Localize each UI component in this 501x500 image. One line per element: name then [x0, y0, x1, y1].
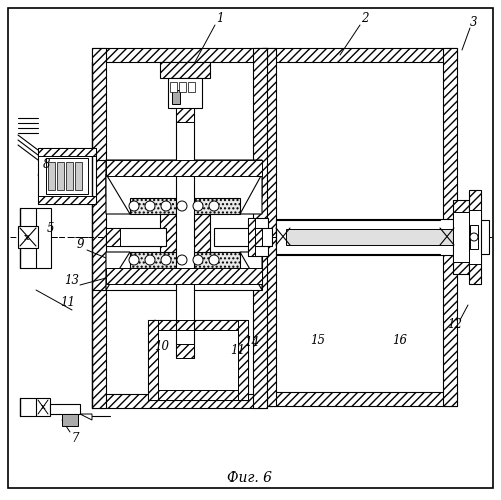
- Bar: [176, 108, 194, 122]
- Bar: [92, 48, 267, 62]
- Bar: [176, 344, 194, 358]
- Bar: [92, 48, 106, 408]
- Text: x: x: [24, 232, 30, 241]
- Bar: [469, 190, 481, 284]
- Bar: [48, 162, 55, 190]
- Bar: [130, 198, 240, 214]
- Circle shape: [193, 201, 203, 211]
- Text: 8: 8: [43, 158, 51, 172]
- Polygon shape: [80, 414, 92, 420]
- Bar: [106, 160, 262, 176]
- Text: 15: 15: [311, 334, 326, 346]
- Circle shape: [177, 255, 187, 265]
- Bar: [286, 229, 457, 245]
- Bar: [179, 82, 186, 92]
- Bar: [276, 62, 443, 392]
- Circle shape: [209, 255, 219, 265]
- Text: 11: 11: [61, 296, 76, 310]
- Bar: [50, 404, 80, 414]
- Text: Фиг. 6: Фиг. 6: [227, 471, 273, 485]
- Bar: [62, 414, 78, 426]
- Text: 3: 3: [470, 16, 478, 28]
- Bar: [158, 330, 238, 390]
- Text: 11: 11: [230, 344, 245, 356]
- Bar: [160, 214, 210, 252]
- Text: 16: 16: [392, 334, 407, 346]
- Circle shape: [145, 255, 155, 265]
- Bar: [248, 218, 255, 256]
- Text: 7: 7: [71, 432, 79, 444]
- Bar: [253, 48, 267, 408]
- Bar: [130, 252, 240, 268]
- Bar: [238, 320, 248, 400]
- Circle shape: [161, 255, 171, 265]
- Bar: [453, 200, 469, 274]
- Bar: [453, 212, 469, 262]
- Text: 12: 12: [447, 318, 462, 332]
- Bar: [92, 394, 267, 408]
- Bar: [148, 390, 248, 400]
- Text: 13: 13: [65, 274, 80, 286]
- Bar: [470, 225, 478, 249]
- Text: 5: 5: [46, 222, 54, 234]
- Polygon shape: [240, 252, 262, 290]
- Bar: [66, 162, 73, 190]
- Bar: [262, 48, 457, 62]
- Circle shape: [177, 201, 187, 211]
- Text: 1: 1: [216, 12, 224, 24]
- Bar: [160, 62, 210, 78]
- Bar: [106, 62, 253, 394]
- Bar: [57, 162, 64, 190]
- Bar: [443, 48, 457, 406]
- Circle shape: [145, 201, 155, 211]
- Bar: [36, 208, 51, 268]
- Bar: [38, 148, 96, 156]
- Bar: [176, 108, 194, 358]
- Bar: [469, 210, 481, 264]
- Bar: [75, 162, 82, 190]
- Polygon shape: [106, 252, 262, 290]
- Text: 10: 10: [154, 340, 169, 353]
- Bar: [248, 218, 268, 256]
- Text: x: x: [41, 403, 46, 411]
- Bar: [262, 48, 276, 406]
- Text: 9: 9: [76, 238, 84, 252]
- Bar: [46, 158, 88, 194]
- Bar: [38, 196, 96, 204]
- Bar: [172, 90, 180, 104]
- Bar: [106, 228, 120, 246]
- Polygon shape: [106, 174, 130, 214]
- Bar: [276, 219, 457, 255]
- Bar: [214, 228, 272, 246]
- Polygon shape: [106, 252, 130, 290]
- Circle shape: [161, 201, 171, 211]
- Text: 2: 2: [361, 12, 369, 24]
- Polygon shape: [240, 174, 262, 214]
- Bar: [36, 398, 50, 416]
- Bar: [481, 220, 489, 254]
- Bar: [148, 320, 248, 330]
- Polygon shape: [106, 160, 262, 214]
- Bar: [18, 226, 38, 248]
- Bar: [248, 228, 262, 246]
- Bar: [170, 82, 177, 92]
- Circle shape: [209, 201, 219, 211]
- Bar: [106, 228, 166, 246]
- Bar: [262, 392, 457, 406]
- Circle shape: [193, 255, 203, 265]
- Text: 14: 14: [244, 336, 260, 349]
- Bar: [188, 82, 195, 92]
- Circle shape: [129, 255, 139, 265]
- Bar: [38, 148, 96, 204]
- Bar: [148, 320, 248, 400]
- Circle shape: [129, 201, 139, 211]
- Circle shape: [470, 233, 478, 241]
- Bar: [168, 78, 202, 108]
- Bar: [148, 320, 158, 400]
- Bar: [106, 268, 262, 284]
